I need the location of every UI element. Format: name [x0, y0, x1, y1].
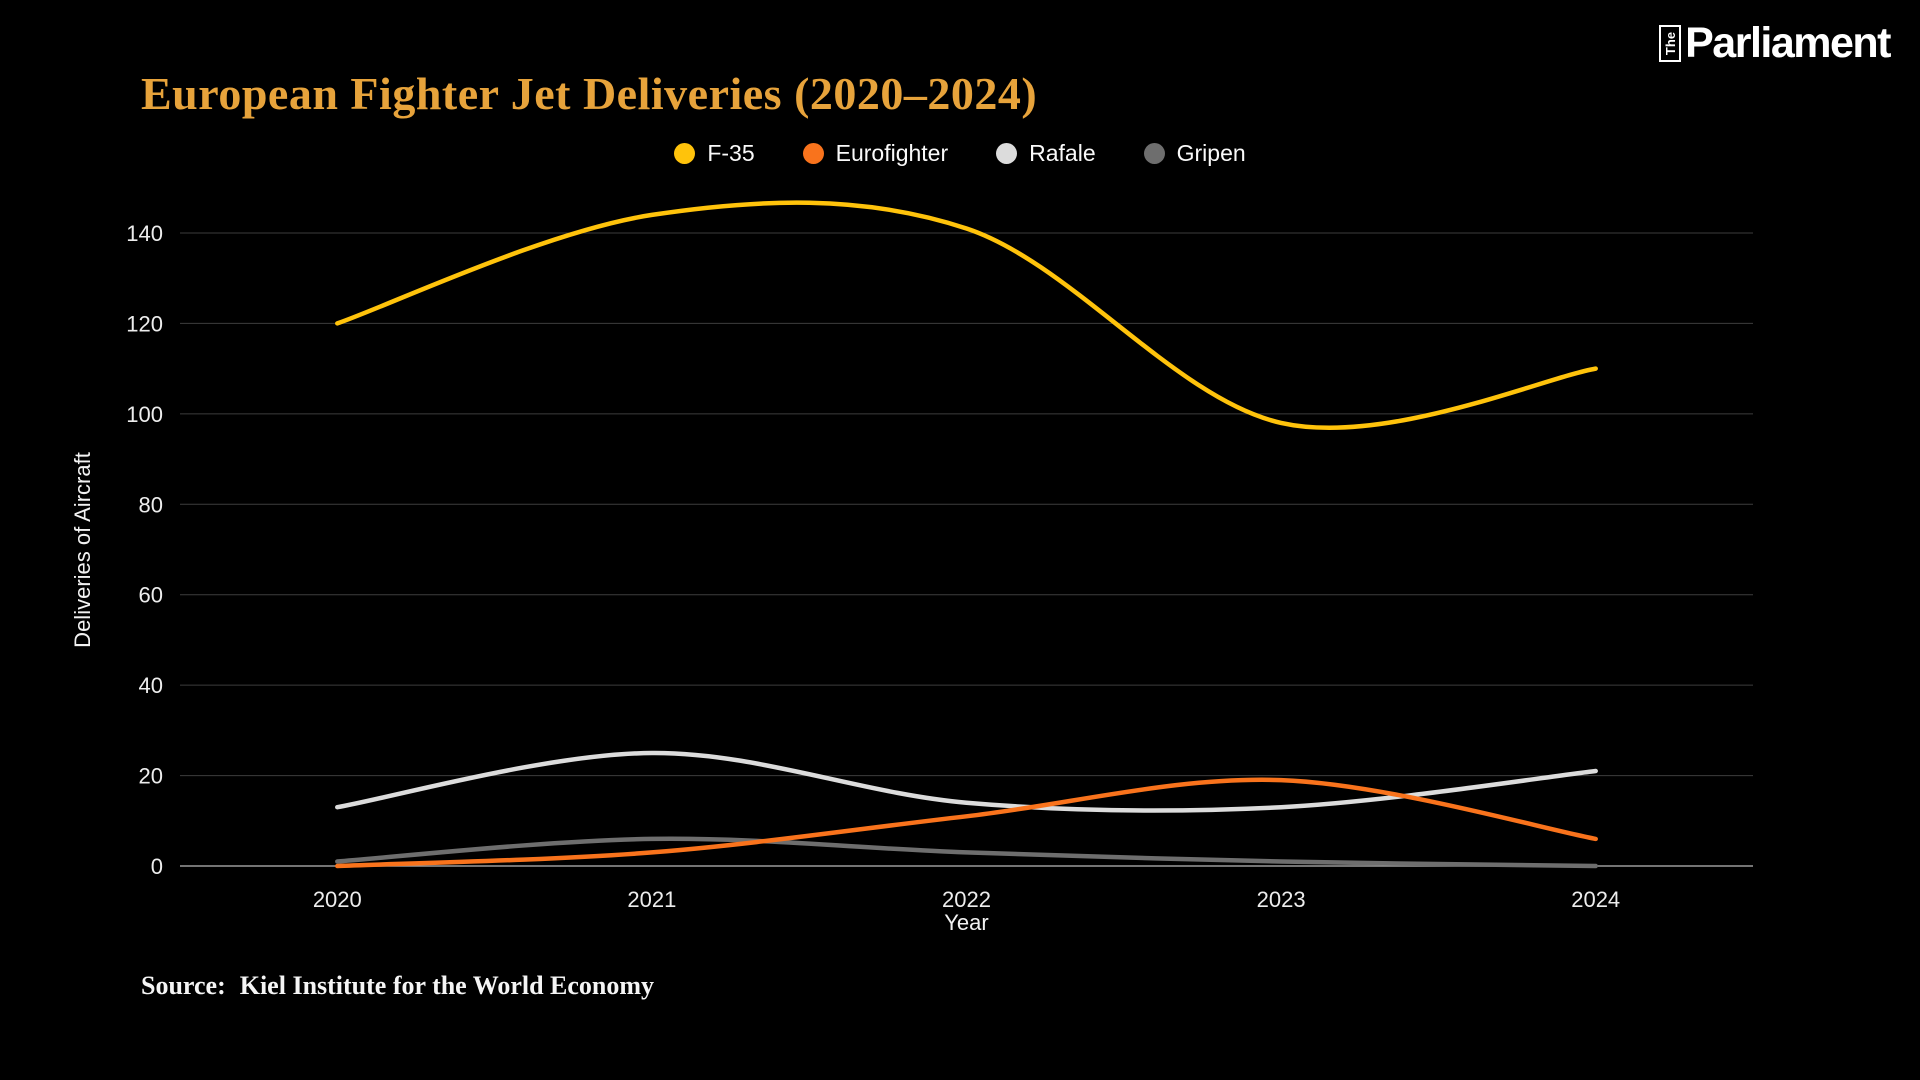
- page-title: European Fighter Jet Deliveries (2020–20…: [141, 67, 1038, 119]
- y-tick-label: 80: [139, 492, 163, 517]
- x-tick-label: 2022: [942, 887, 991, 912]
- y-tick-label: 0: [151, 854, 163, 879]
- legend-dot-icon: [802, 143, 824, 164]
- series-line-gripen: [335, 836, 1598, 869]
- legend-item-gripen: Gripen: [1143, 140, 1246, 167]
- legend-label: F-35: [707, 140, 755, 166]
- parliament-logo: The Parliament: [1659, 19, 1891, 67]
- x-tick-label: 2021: [627, 887, 676, 912]
- y-tick-label: 60: [139, 583, 163, 608]
- legend-dot-icon: [674, 143, 696, 164]
- series-line-f-35: [335, 200, 1598, 430]
- x-tick-label: 2024: [1571, 887, 1620, 912]
- legend-label: Gripen: [1176, 140, 1246, 166]
- legend-item-f-35: F-35: [674, 140, 755, 167]
- source-label: Source:: [141, 971, 226, 1000]
- x-tick-label: 2023: [1257, 887, 1306, 912]
- chart-legend: F-35 Eurofighter Rafale Gripen: [0, 140, 1920, 167]
- y-tick-label: 20: [139, 764, 163, 789]
- source-text: Kiel Institute for the World Economy: [239, 971, 655, 1000]
- y-tick-label: 140: [126, 221, 163, 246]
- series-line-eurofighter: [335, 777, 1598, 869]
- logo-the-box: The: [1659, 25, 1682, 62]
- y-tick-label: 40: [139, 673, 163, 698]
- legend-dot-icon: [1143, 143, 1165, 164]
- logo-name-text: Parliament: [1685, 19, 1891, 67]
- x-tick-label: 2020: [313, 887, 362, 912]
- legend-item-eurofighter: Eurofighter: [802, 140, 949, 167]
- legend-item-rafale: Rafale: [996, 140, 1096, 167]
- legend-label: Rafale: [1029, 140, 1096, 166]
- legend-dot-icon: [996, 143, 1018, 164]
- y-tick-label: 120: [126, 311, 163, 336]
- series-line-rafale: [335, 750, 1598, 813]
- source-line: Source: Kiel Institute for the World Eco…: [141, 971, 654, 1001]
- legend-label: Eurofighter: [835, 140, 949, 166]
- y-tick-label: 100: [126, 402, 163, 427]
- x-axis-title: Year: [944, 910, 988, 935]
- y-axis-title: Deliveries of Aircraft: [70, 452, 95, 648]
